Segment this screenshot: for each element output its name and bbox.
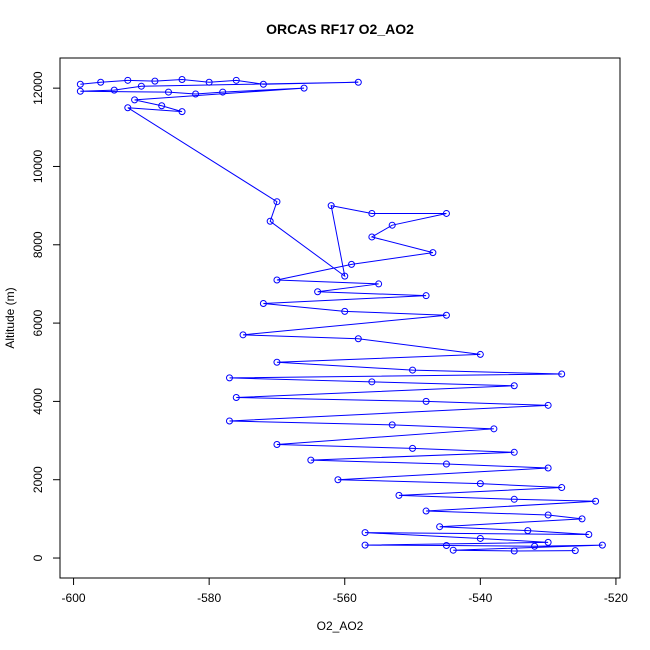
data-point [429, 249, 437, 257]
data-point [510, 495, 518, 503]
data-point [239, 331, 247, 339]
data-point [578, 515, 586, 523]
data-point [314, 288, 322, 296]
data-point [151, 77, 159, 85]
data-point [510, 448, 518, 456]
data-point [76, 87, 84, 95]
data-point [368, 209, 376, 217]
data-point [273, 198, 281, 206]
data-line [80, 79, 603, 552]
data-point [361, 541, 369, 549]
data-point [476, 350, 484, 358]
data-point [544, 401, 552, 409]
x-tick-label: -560 [333, 591, 357, 605]
data-point [205, 78, 213, 86]
data-point [544, 538, 552, 546]
data-point [476, 480, 484, 488]
data-point [442, 542, 450, 549]
data-point [97, 78, 105, 86]
data-point [158, 102, 166, 110]
data-point [524, 527, 532, 535]
data-point [124, 104, 132, 112]
x-tick-label: -520 [604, 591, 628, 605]
data-point [354, 78, 362, 86]
data-point [442, 460, 450, 468]
data-point [164, 88, 172, 96]
data-point [137, 82, 145, 90]
data-point [442, 209, 450, 217]
y-tick-label: 8000 [31, 231, 45, 258]
data-point [375, 280, 383, 288]
data-point [273, 440, 281, 448]
data-point [476, 534, 484, 542]
x-tick-label: -600 [62, 591, 86, 605]
chart-title: ORCAS RF17 O2_AO2 [266, 21, 414, 37]
data-point [300, 84, 308, 92]
x-tick-label: -540 [468, 591, 492, 605]
data-point [544, 511, 552, 519]
data-point [368, 233, 376, 241]
data-point [178, 108, 186, 116]
data-point [585, 531, 593, 539]
y-tick-label: 0 [31, 554, 45, 561]
x-axis-label: O2_AO2 [317, 619, 364, 633]
data-point [571, 547, 579, 555]
data-point [348, 260, 356, 268]
data-point [341, 272, 349, 280]
data-point [110, 86, 118, 94]
data-point [598, 541, 606, 549]
data-point [327, 202, 335, 210]
data-point [558, 484, 566, 492]
data-point [395, 491, 403, 499]
data-point [531, 542, 539, 550]
plot-frame [59, 57, 621, 579]
data-point [131, 96, 139, 104]
data-point [361, 529, 369, 537]
data-point [307, 456, 315, 464]
y-tick-label: 2000 [31, 466, 45, 493]
data-point [388, 221, 396, 229]
y-tick-label: 12000 [31, 71, 45, 105]
data-point [225, 374, 233, 382]
data-point [449, 546, 457, 554]
data-point [388, 421, 396, 429]
data-point [225, 417, 233, 425]
data-point [510, 382, 518, 390]
data-point [232, 76, 240, 84]
data-point [409, 444, 417, 452]
y-tick-label: 4000 [31, 388, 45, 415]
data-point [124, 76, 132, 84]
data-point [192, 90, 200, 98]
data-point [232, 393, 240, 401]
data-point [442, 311, 450, 319]
data-point [409, 366, 417, 374]
data-point [510, 547, 518, 555]
data-point [592, 497, 600, 505]
y-tick-label: 6000 [31, 309, 45, 336]
data-point [178, 76, 186, 84]
data-point [259, 300, 267, 308]
data-point [354, 335, 362, 343]
data-point [219, 88, 227, 96]
data-point [341, 307, 349, 315]
data-point [76, 80, 84, 88]
data-point [490, 425, 498, 433]
y-tick-label: 10000 [31, 149, 45, 183]
data-point [422, 397, 430, 405]
data-point [334, 476, 342, 484]
data-point [273, 358, 281, 366]
data-point [558, 370, 566, 378]
data-point [544, 464, 552, 472]
data-point [266, 217, 274, 225]
data-point [273, 276, 281, 284]
data-point [422, 292, 430, 300]
data-point [368, 378, 376, 386]
data-point [436, 523, 444, 531]
data-point [422, 507, 430, 515]
x-tick-label: -580 [197, 591, 221, 605]
data-point [259, 80, 267, 88]
y-axis-label: Altitude (m) [3, 287, 17, 348]
